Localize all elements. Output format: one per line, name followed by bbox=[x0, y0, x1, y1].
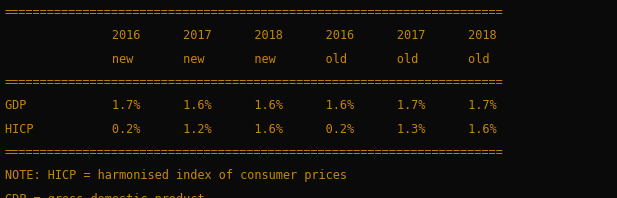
Text: ======================================================================: ========================================… bbox=[5, 76, 503, 89]
Text: GDP            1.7%      1.6%      1.6%      1.6%      1.7%      1.7%: GDP 1.7% 1.6% 1.6% 1.6% 1.7% 1.7% bbox=[5, 99, 497, 112]
Text: GDP = gross domestic product: GDP = gross domestic product bbox=[5, 193, 204, 198]
Text: new       new       new       old       old       old: new new new old old old bbox=[5, 53, 503, 66]
Text: 2016      2017      2018      2016      2017      2018: 2016 2017 2018 2016 2017 2018 bbox=[5, 29, 497, 42]
Text: ======================================================================: ========================================… bbox=[5, 6, 503, 19]
Text: HICP           0.2%      1.2%      1.6%      0.2%      1.3%      1.6%: HICP 0.2% 1.2% 1.6% 0.2% 1.3% 1.6% bbox=[5, 123, 497, 136]
Text: ======================================================================: ========================================… bbox=[5, 146, 503, 159]
Text: NOTE: HICP = harmonised index of consumer prices: NOTE: HICP = harmonised index of consume… bbox=[5, 169, 347, 183]
